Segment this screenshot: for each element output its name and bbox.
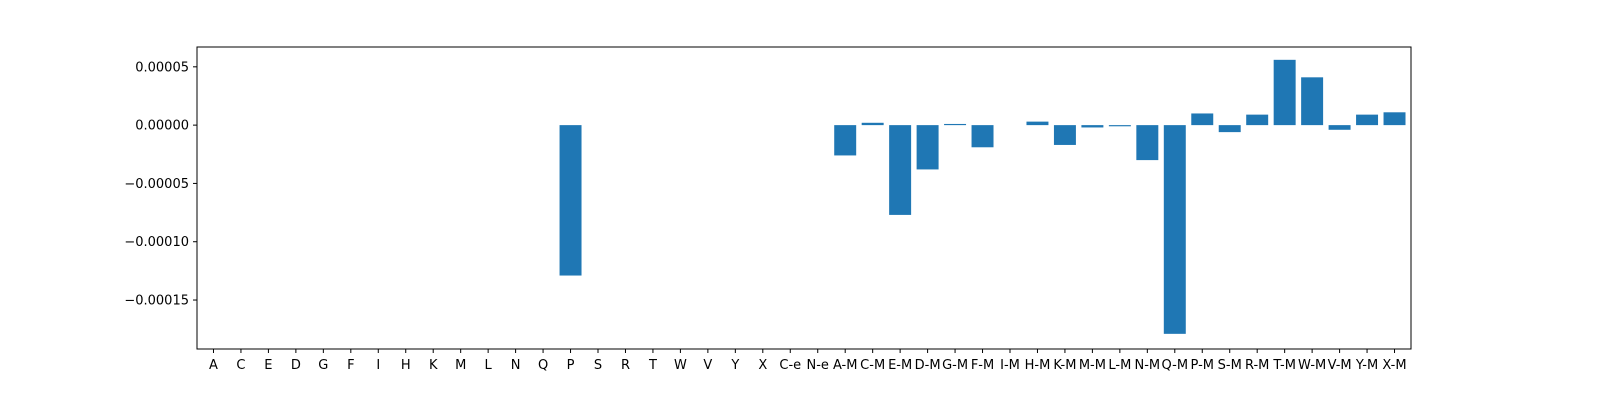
bar-F-M — [971, 125, 994, 148]
x-tick-label: T-M — [1272, 358, 1296, 373]
bar-Y-M — [1356, 114, 1379, 126]
x-tick-label: C-e — [779, 358, 801, 373]
x-tick-label: S-M — [1218, 358, 1242, 373]
x-tick-label: A-M — [833, 358, 858, 373]
x-axis: A C E D G F I H K M L N Q P S R T W V Y X C-e N-e A-M C-M E-M D-M G… — [209, 349, 1407, 373]
bar-T-M — [1273, 59, 1296, 126]
y-axis: 0.00005 0.00000 −0.00005 −0.00010 −0.00015 — [124, 60, 197, 309]
bar-K-M — [1053, 125, 1076, 145]
x-tick-label: N-M — [1135, 358, 1161, 373]
x-tick-label: H — [401, 358, 411, 373]
bar-X-M — [1383, 112, 1406, 126]
bar-N-M — [1136, 125, 1159, 161]
x-tick-label: E — [264, 358, 272, 373]
bar-P-M — [1191, 113, 1214, 126]
bar-G-M — [944, 123, 967, 126]
y-tick-label: 0.00005 — [135, 60, 189, 75]
bar-M-M — [1081, 125, 1104, 128]
x-tick-label: M-M — [1079, 358, 1106, 373]
x-tick-label: A — [209, 358, 218, 373]
x-tick-label: M — [455, 358, 466, 373]
bar-S-M — [1218, 125, 1241, 133]
x-tick-label: F — [347, 358, 354, 373]
x-tick-label: R-M — [1245, 358, 1269, 373]
x-tick-label: Q — [538, 358, 548, 373]
x-tick-label: Y — [730, 358, 739, 373]
x-tick-label: C — [236, 358, 245, 373]
x-tick-label: P-M — [1191, 358, 1214, 373]
x-tick-label: F-M — [971, 358, 994, 373]
x-tick-label: L-M — [1108, 358, 1131, 373]
x-tick-label: H-M — [1025, 358, 1051, 373]
x-tick-label: D-M — [915, 358, 941, 373]
x-tick-label: V — [703, 358, 712, 373]
bar-A-M — [834, 125, 857, 156]
y-tick-label: −0.00005 — [124, 177, 189, 192]
x-tick-label: Y-M — [1355, 358, 1378, 373]
bar-E-M — [889, 125, 912, 215]
x-tick-label: X-M — [1382, 358, 1406, 373]
x-tick-label: I-M — [1000, 358, 1020, 373]
y-tick-label: 0.00000 — [135, 119, 189, 134]
x-tick-label: N — [511, 358, 521, 373]
bar-W-M — [1301, 77, 1324, 126]
x-tick-label: Q-M — [1162, 358, 1189, 373]
y-tick-label: −0.00015 — [124, 294, 189, 309]
x-tick-label: X — [758, 358, 767, 373]
y-tick-label: −0.00010 — [124, 235, 189, 250]
x-tick-label: G-M — [942, 358, 968, 373]
x-tick-label: K — [429, 358, 438, 373]
bar-H-M — [1026, 121, 1049, 126]
bar-D-M — [916, 125, 939, 170]
x-tick-label: P — [567, 358, 575, 373]
bars-group — [559, 59, 1406, 334]
bar-R-M — [1246, 114, 1269, 126]
x-tick-label: W — [674, 358, 687, 373]
x-tick-label: N-e — [807, 358, 829, 373]
plot-frame — [196, 46, 1412, 350]
x-tick-label: T — [648, 358, 657, 373]
x-tick-label: S — [594, 358, 602, 373]
x-tick-label: E-M — [888, 358, 912, 373]
x-tick-label: I — [376, 358, 380, 373]
x-tick-label: V-M — [1328, 358, 1352, 373]
bar-C-M — [861, 122, 884, 126]
bar-Q-M — [1163, 125, 1186, 334]
x-tick-label: C-M — [860, 358, 885, 373]
x-tick-label: K-M — [1053, 358, 1076, 373]
bar-V-M — [1328, 125, 1351, 130]
x-tick-label: W-M — [1298, 358, 1326, 373]
x-tick-label: R — [621, 358, 630, 373]
bar-P — [559, 125, 582, 276]
bar-L-M — [1108, 125, 1131, 127]
x-tick-label: G — [318, 358, 328, 373]
x-tick-label: L — [485, 358, 493, 373]
x-tick-label: D — [291, 358, 301, 373]
